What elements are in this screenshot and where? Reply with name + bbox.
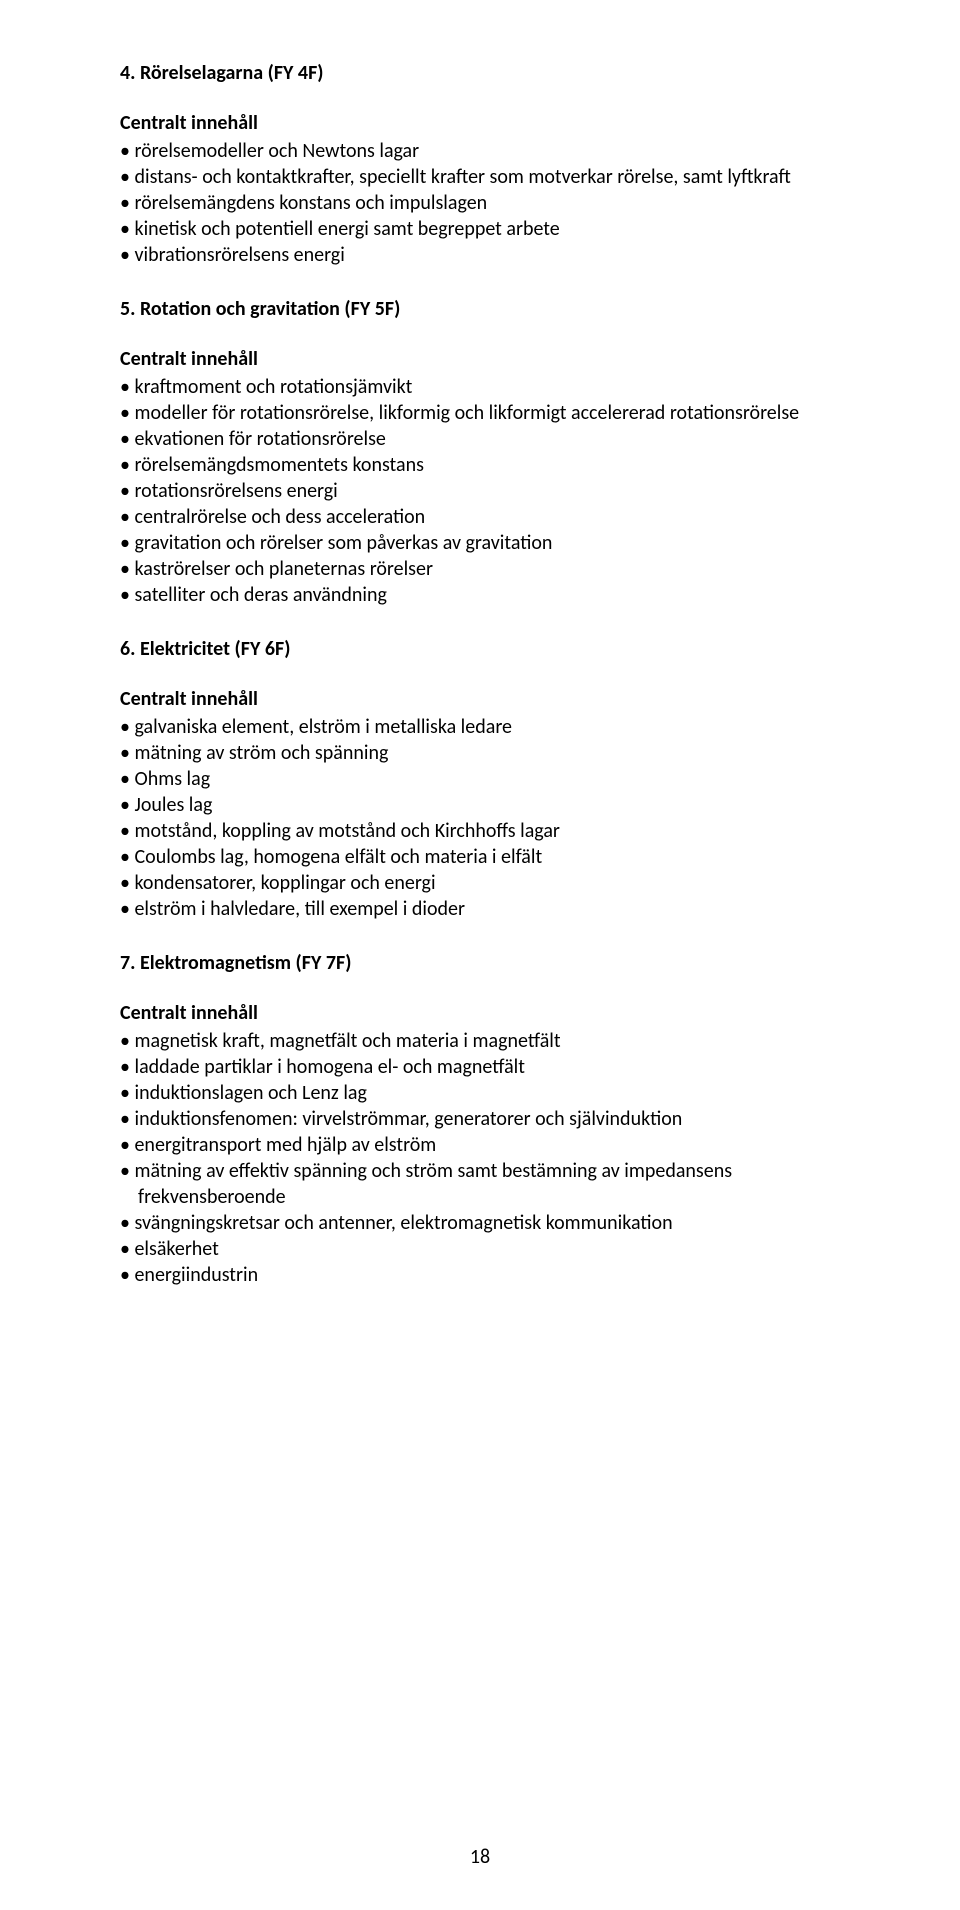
list-item: rotationsrörelsens energi [120,478,840,504]
list-item: satelliter och deras användning [120,582,840,608]
list-item: induktionsfenomen: virvelströmmar, gener… [120,1106,840,1132]
list-item: elsäkerhet [120,1236,840,1262]
section-list-5: kraftmoment och rotationsjämvikt modelle… [120,374,840,608]
list-item: kinetisk och potentiell energi samt begr… [120,216,840,242]
list-item: Joules lag [120,792,840,818]
list-item: ekvationen för rotationsrörelse [120,426,840,452]
section-list-7: magnetisk kraft, magnetfält och materia … [120,1028,840,1288]
section-title-4: 4. Rörelselagarna (FY 4F) [120,60,840,86]
list-item: vibrationsrörelsens energi [120,242,840,268]
list-item: laddade partiklar i homogena el- och mag… [120,1054,840,1080]
list-item: magnetisk kraft, magnetfält och materia … [120,1028,840,1054]
section-subhead-5: Centralt innehåll [120,346,840,372]
section-title-5: 5. Rotation och gravitation (FY 5F) [120,296,840,322]
list-item: Ohms lag [120,766,840,792]
list-item: distans- och kontaktkrafter, speciellt k… [120,164,840,190]
list-item: svängningskretsar och antenner, elektrom… [120,1210,840,1236]
list-item: elström i halvledare, till exempel i dio… [120,896,840,922]
section-subhead-7: Centralt innehåll [120,1000,840,1026]
list-item: motstånd, koppling av motstånd och Kirch… [120,818,840,844]
list-item: mätning av ström och spänning [120,740,840,766]
list-item: rörelsemängdsmomentets konstans [120,452,840,478]
list-item: kraftmoment och rotationsjämvikt [120,374,840,400]
list-item: galvaniska element, elström i metalliska… [120,714,840,740]
list-item: energitransport med hjälp av elström [120,1132,840,1158]
page-number: 18 [0,1844,960,1870]
section-list-6: galvaniska element, elström i metalliska… [120,714,840,922]
document-page: 4. Rörelselagarna (FY 4F) Centralt inneh… [0,0,960,1910]
list-item: mätning av effektiv spänning och ström s… [120,1158,840,1210]
section-subhead-6: Centralt innehåll [120,686,840,712]
section-title-6: 6. Elektricitet (FY 6F) [120,636,840,662]
section-subhead-4: Centralt innehåll [120,110,840,136]
list-item: induktionslagen och Lenz lag [120,1080,840,1106]
list-item: gravitation och rörelser som påverkas av… [120,530,840,556]
section-title-7: 7. Elektromagnetism (FY 7F) [120,950,840,976]
section-list-4: rörelsemodeller och Newtons lagar distan… [120,138,840,268]
list-item: kaströrelser och planeternas rörelser [120,556,840,582]
list-item: modeller för rotationsrörelse, likformig… [120,400,840,426]
list-item: rörelsemodeller och Newtons lagar [120,138,840,164]
list-item: rörelsemängdens konstans och impulslagen [120,190,840,216]
list-item: centralrörelse och dess acceleration [120,504,840,530]
list-item: kondensatorer, kopplingar och energi [120,870,840,896]
list-item: Coulombs lag, homogena elfält och materi… [120,844,840,870]
list-item: energiindustrin [120,1262,840,1288]
